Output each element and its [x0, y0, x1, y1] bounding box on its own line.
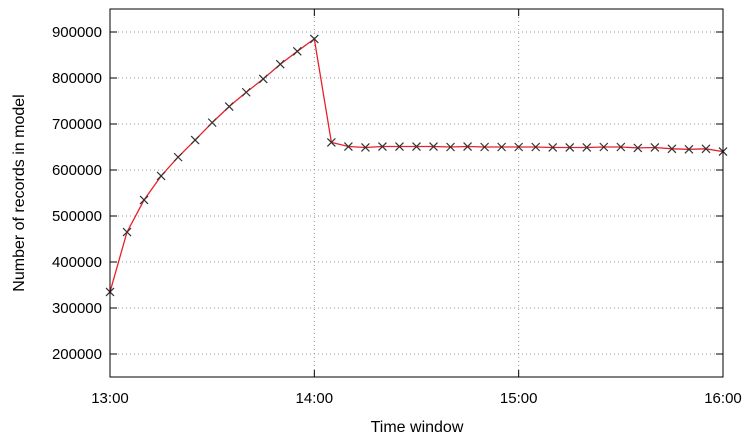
data-point	[139, 195, 149, 205]
marker-stroke	[429, 142, 438, 151]
marker-stroke	[531, 142, 541, 152]
marker-stroke	[565, 143, 575, 152]
data-point	[565, 143, 575, 152]
marker-stroke	[667, 144, 677, 154]
marker-stroke	[173, 152, 183, 162]
data-point	[429, 142, 438, 151]
data-point	[412, 142, 421, 151]
marker-stroke	[497, 142, 507, 152]
x-axis-title: Time window	[371, 419, 464, 436]
marker-stroke	[412, 142, 421, 151]
data-point	[463, 142, 473, 151]
marker-stroke	[292, 46, 302, 56]
data-point	[701, 144, 711, 154]
x-tick-label: 16:00	[704, 390, 742, 407]
data-point	[190, 135, 200, 145]
marker-stroke	[701, 144, 711, 154]
series-line	[109, 37, 724, 293]
series-layer	[105, 34, 728, 297]
marker-stroke	[360, 143, 370, 152]
marker-stroke	[258, 74, 268, 84]
marker-stroke	[156, 171, 166, 181]
marker-stroke	[633, 143, 643, 153]
x-tick-label: 15:00	[500, 390, 538, 407]
marker-stroke	[446, 142, 455, 152]
axes: 200000 300000 400000 500000 600000 700000 8000…	[52, 9, 742, 407]
marker-stroke	[207, 118, 217, 128]
grid-lines	[110, 9, 723, 377]
data-point	[360, 143, 370, 152]
marker-stroke	[599, 142, 609, 152]
marker-stroke	[139, 195, 149, 205]
marker-stroke	[463, 142, 473, 151]
data-point	[309, 34, 319, 44]
data-point	[395, 142, 404, 151]
marker-stroke	[326, 137, 336, 147]
marker-stroke	[616, 142, 626, 152]
marker-stroke	[224, 102, 234, 111]
data-point	[292, 46, 302, 56]
data-point	[599, 142, 609, 152]
data-point	[241, 87, 251, 97]
data-point	[258, 74, 268, 84]
marker-stroke	[241, 87, 251, 97]
marker-stroke	[378, 142, 387, 151]
data-point	[531, 142, 541, 152]
data-point	[514, 142, 524, 152]
marker-stroke	[480, 142, 490, 152]
y-tick-label: 600000	[52, 162, 102, 179]
data-point	[633, 143, 643, 153]
data-point	[616, 142, 626, 152]
data-point	[207, 118, 217, 128]
marker-stroke	[650, 143, 660, 152]
data-point	[667, 144, 677, 154]
data-point	[326, 137, 336, 147]
y-tick-label: 500000	[52, 208, 102, 225]
marker-stroke	[548, 143, 558, 152]
marker-stroke	[275, 59, 285, 69]
marker-stroke	[395, 142, 404, 151]
marker-stroke	[122, 227, 132, 237]
y-tick-label: 700000	[52, 116, 102, 133]
data-point	[650, 143, 660, 152]
data-point	[173, 152, 183, 162]
y-tick-label: 300000	[52, 300, 102, 317]
marker-stroke	[190, 135, 200, 145]
y-tick-label: 800000	[52, 70, 102, 87]
y-tick-label: 900000	[52, 24, 102, 41]
data-point	[480, 142, 490, 152]
data-point	[497, 142, 507, 152]
y-tick-label: 400000	[52, 254, 102, 271]
data-point	[378, 142, 387, 151]
y-axis-title: Number of records in model	[11, 94, 28, 291]
y-tick-label: 200000	[52, 346, 102, 363]
data-point	[582, 143, 592, 152]
data-point	[224, 102, 234, 111]
marker-stroke	[582, 143, 592, 152]
data-point	[446, 142, 455, 152]
plot-frame	[109, 8, 724, 378]
x-tick-label: 13:00	[91, 390, 129, 407]
x-tick-label: 14:00	[296, 390, 334, 407]
data-point	[275, 59, 285, 69]
data-point	[684, 144, 694, 154]
data-point	[156, 171, 166, 181]
data-point	[343, 142, 353, 151]
data-point	[122, 227, 132, 237]
marker-stroke	[514, 142, 524, 152]
marker-stroke	[309, 34, 319, 44]
data-point	[548, 143, 558, 152]
marker-stroke	[343, 142, 353, 151]
marker-stroke	[684, 144, 694, 154]
